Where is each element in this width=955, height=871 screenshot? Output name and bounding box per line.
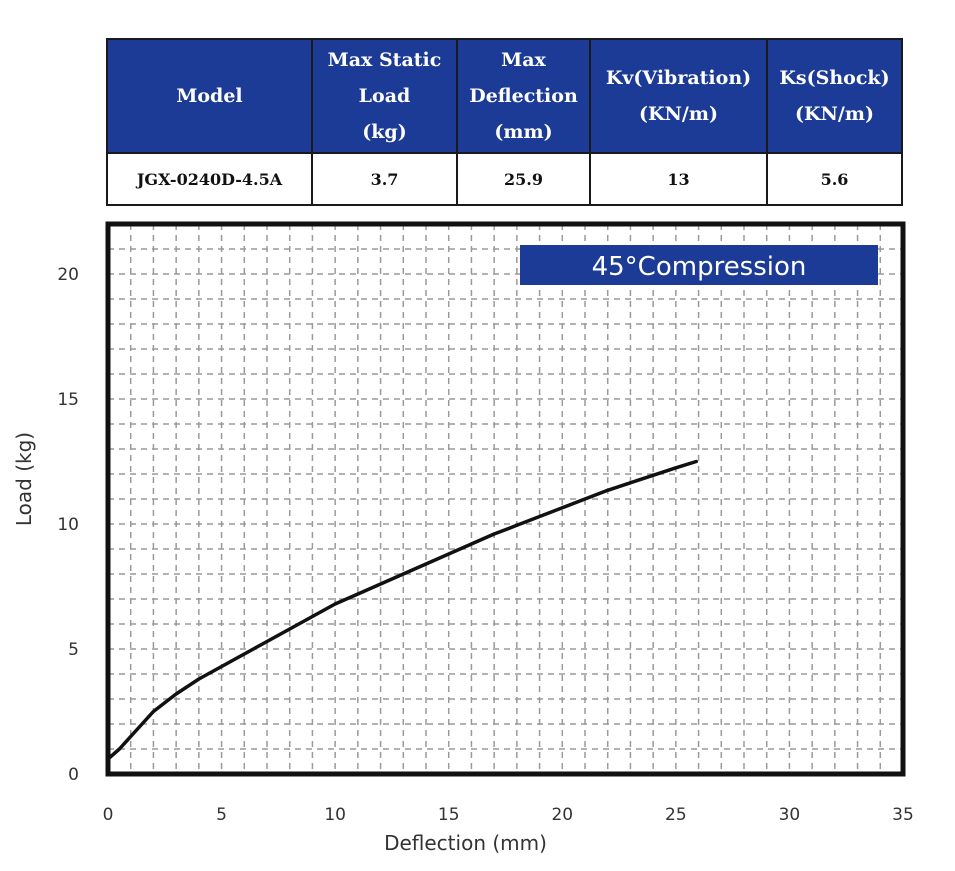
legend-label: 45°Compression: [592, 252, 807, 282]
y-axis-label: Load (kg): [12, 432, 36, 526]
y-tick-label: 15: [57, 390, 79, 410]
y-tick-label: 10: [57, 515, 79, 535]
cell-max-deflection: 25.9: [456, 152, 591, 206]
cell-model: JGX-0240D-4.5A: [106, 152, 313, 206]
series-line: [106, 459, 699, 761]
table-row: JGX-0240D-4.5A 3.7 25.9 13 5.6: [106, 152, 903, 206]
header-max-deflection: Max Deflection (mm): [456, 38, 591, 154]
x-tick-label: 20: [551, 805, 573, 825]
x-axis-label: Deflection (mm): [384, 831, 547, 855]
header-kv-vibration: Kv(Vibration) (KN/m): [589, 38, 768, 154]
x-tick-label: 0: [103, 805, 114, 825]
y-tick-label: 0: [68, 765, 79, 785]
spec-table: Model Max Static Load (kg) Max Deflectio…: [106, 38, 903, 206]
x-tick-label: 30: [779, 805, 801, 825]
cell-ks: 5.6: [766, 152, 903, 206]
legend: 45°Compression: [520, 245, 878, 285]
legend-box: [520, 245, 878, 285]
tick-labels: 0 5 10 15 20 25 30 35 0 5 10 15 20: [57, 265, 913, 825]
y-tick-label: 20: [57, 265, 79, 285]
x-tick-label: 25: [665, 805, 687, 825]
x-tick-label: 5: [216, 805, 227, 825]
x-tick-label: 35: [892, 805, 914, 825]
grid: [108, 224, 903, 774]
x-tick-label: 10: [324, 805, 346, 825]
cell-kv: 13: [589, 152, 768, 206]
plot-frame: [105, 221, 906, 777]
y-tick-label: 5: [68, 640, 79, 660]
cell-max-static-load: 3.7: [311, 152, 458, 206]
load-deflection-chart: 0 5 10 15 20 25 30 35 0 5 10 15 20 45°Compression De…: [12, 221, 914, 855]
table-header-row: Model Max Static Load (kg) Max Deflectio…: [106, 38, 903, 154]
x-tick-label: 15: [438, 805, 460, 825]
header-max-static-load: Max Static Load (kg): [311, 38, 458, 154]
header-model: Model: [106, 38, 313, 154]
header-ks-shock: Ks(Shock) (KN/m): [766, 38, 903, 154]
